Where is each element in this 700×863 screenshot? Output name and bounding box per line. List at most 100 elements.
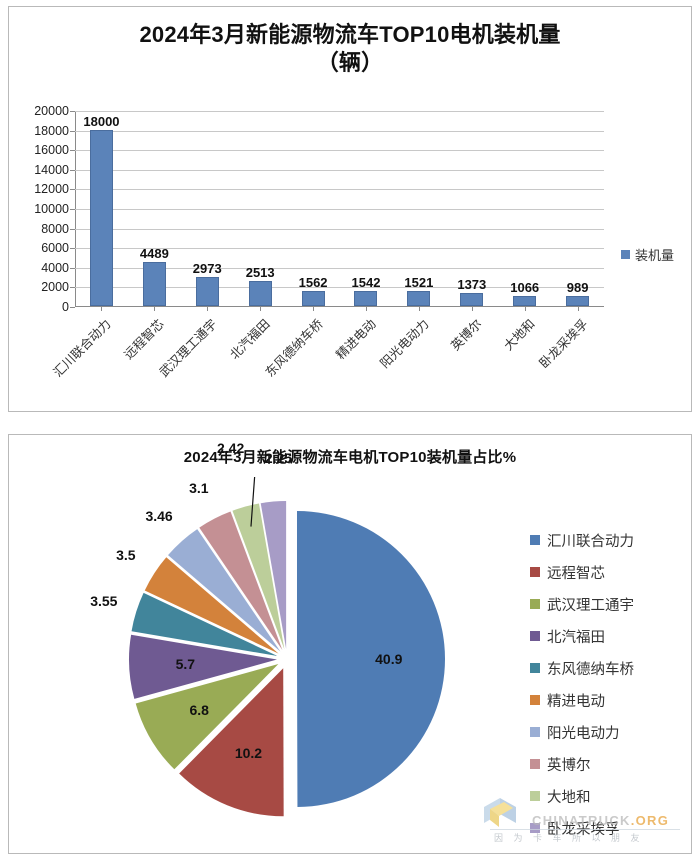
bar-slot: 4489 远程智芯 xyxy=(122,111,181,362)
pie-value-label: 3.5 xyxy=(116,546,136,563)
gridline xyxy=(75,189,604,191)
gridline xyxy=(75,111,604,112)
legend-item-label: 汇川联合动力 xyxy=(547,533,634,550)
y-axis-tick-label: 18000 xyxy=(34,123,69,138)
pie-slice[interactable] xyxy=(129,634,278,699)
legend-item[interactable]: 英博尔 xyxy=(530,748,690,780)
x-axis-tick-mark xyxy=(577,306,579,311)
y-axis-tick-label: 2000 xyxy=(41,280,69,295)
pie-value-label: 3.46 xyxy=(145,507,173,524)
gridline xyxy=(75,209,604,210)
pie-value-label: 10.2 xyxy=(234,745,263,762)
bar-legend-label: 装机量 xyxy=(635,248,675,263)
bar-slot: 2973 武汉理工通宇 xyxy=(157,111,234,380)
x-axis-tick-mark xyxy=(207,306,209,311)
pie-plot-area: 40.9 10.2 6.8 5.7 3.55 3.5 3.46 3.1 2.42 2.25 xyxy=(69,440,509,837)
y-axis-tick-mark xyxy=(70,267,75,269)
y-axis-tick-label: 12000 xyxy=(34,182,69,197)
y-axis-tick-mark xyxy=(70,209,75,210)
gridline xyxy=(75,130,604,132)
y-axis-tick-label: 10000 xyxy=(34,202,69,216)
bar[interactable] xyxy=(89,129,113,306)
legend-item[interactable]: 北汽福田 xyxy=(530,620,690,652)
pie-slice[interactable] xyxy=(144,557,279,654)
legend-item-label: 英博尔 xyxy=(547,757,591,774)
gridline xyxy=(75,150,604,152)
legend-item[interactable]: 东风德纳车桥 xyxy=(530,652,690,684)
y-axis-tick-label: 6000 xyxy=(41,241,69,256)
x-axis-category-label: 大地和 xyxy=(501,316,538,354)
gridline xyxy=(75,248,604,250)
bar-plot-area: 0 2000 4000 6000 8000 10000 12000 14000 16000 180… xyxy=(34,104,604,380)
x-axis-tick-mark xyxy=(101,306,103,311)
bar-value-label: 2973 xyxy=(192,260,222,276)
bar[interactable] xyxy=(301,290,325,306)
y-axis-tick-mark xyxy=(70,189,75,191)
pie-slice[interactable] xyxy=(131,592,278,657)
bar-chart-title-line2: （辆） xyxy=(316,49,384,75)
y-axis-tick-label: 16000 xyxy=(34,143,69,158)
pie-slice[interactable] xyxy=(168,529,281,652)
pie-slice[interactable] xyxy=(179,668,284,817)
legend-item[interactable]: 精进电动 xyxy=(530,684,690,716)
bar[interactable] xyxy=(566,296,590,306)
legend-color-swatch-icon xyxy=(530,823,540,833)
bar-value-label: 1066 xyxy=(510,279,540,295)
y-axis-tick-label: 20000 xyxy=(34,104,69,118)
pie-slice[interactable] xyxy=(297,510,446,807)
legend-item-label: 东风德纳车桥 xyxy=(547,661,634,678)
bar[interactable] xyxy=(460,292,484,306)
legend-color-swatch-icon xyxy=(530,631,540,641)
legend-color-swatch-icon xyxy=(530,567,540,577)
bar[interactable] xyxy=(407,291,431,306)
pie-chart-title: 2024年3月新能源物流车电机TOP10装机量占比% xyxy=(183,449,517,466)
pie-svg xyxy=(129,477,446,817)
bar[interactable] xyxy=(142,262,166,306)
legend-item-label: 武汉理工通宇 xyxy=(547,597,634,614)
y-axis-tick-mark xyxy=(70,287,75,289)
bar-value-label: 18000 xyxy=(83,113,120,129)
pie-value-label: 3.55 xyxy=(90,593,118,610)
pie-slice[interactable] xyxy=(135,664,279,770)
bar-slot: 989 卧龙采埃孚 xyxy=(536,111,604,371)
pie-slice[interactable] xyxy=(199,511,283,651)
bar[interactable] xyxy=(248,281,272,306)
legend-item[interactable]: 卧龙采埃孚 xyxy=(530,812,690,844)
y-axis-tick-mark xyxy=(70,307,75,308)
x-axis-tick-mark xyxy=(418,306,420,311)
gridline xyxy=(75,228,604,230)
x-axis-tick-mark xyxy=(154,306,156,311)
bar-slot: 1373 英博尔 xyxy=(445,111,498,354)
bar[interactable] xyxy=(195,276,219,306)
x-axis-line xyxy=(75,306,604,307)
bar-slot: 18000 汇川联合动力 xyxy=(51,111,128,380)
x-axis-category-label: 精进电动 xyxy=(333,316,379,363)
bar-value-label: 989 xyxy=(566,280,589,296)
y-axis-tick-mark xyxy=(70,248,75,250)
legend-color-swatch-icon xyxy=(530,727,540,737)
bar-chart-title: 2024年3月新能源物流车TOP10电机装机量 （辆） xyxy=(9,21,691,76)
bar[interactable] xyxy=(513,295,537,306)
legend-color-swatch-icon xyxy=(530,695,540,705)
legend-item[interactable]: 远程智芯 xyxy=(530,556,690,588)
pie-slice[interactable] xyxy=(232,503,285,650)
bar-value-label: 1373 xyxy=(457,276,487,292)
pie-value-label: 2.42 xyxy=(216,439,245,456)
gridline xyxy=(75,287,604,289)
pie-value-label: 5.7 xyxy=(175,656,196,673)
legend-color-swatch-icon xyxy=(530,599,540,609)
pie-value-label: 2.25 xyxy=(264,449,293,466)
legend-item[interactable]: 汇川联合动力 xyxy=(530,524,690,556)
y-axis-tick-mark xyxy=(70,228,75,230)
legend-item[interactable]: 大地和 xyxy=(530,780,690,812)
legend-item[interactable]: 阳光电动力 xyxy=(530,716,690,748)
pie-slice[interactable] xyxy=(260,501,287,650)
bar-slot: 2513 北汽福田 xyxy=(228,111,287,362)
x-axis-category-label: 汇川联合动力 xyxy=(51,316,115,380)
bar-value-label: 1521 xyxy=(404,275,434,291)
legend-color-swatch-icon xyxy=(530,663,540,673)
bar[interactable] xyxy=(354,290,378,306)
legend-item[interactable]: 武汉理工通宇 xyxy=(530,588,690,620)
legend-color-swatch-icon xyxy=(530,759,540,769)
